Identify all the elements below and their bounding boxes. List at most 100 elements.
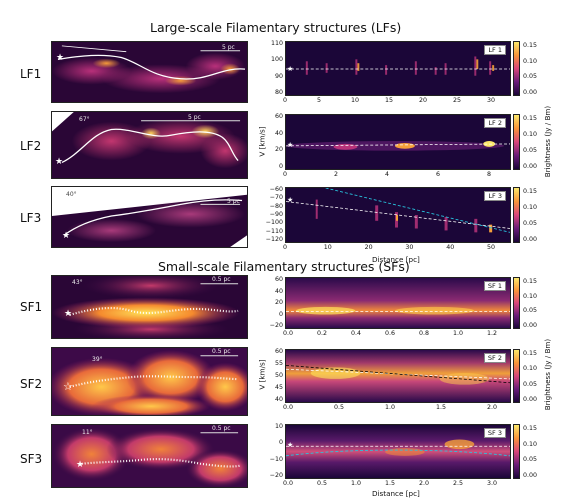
pv-diagram-lf3: ★ LF 3 <box>285 187 511 243</box>
colorbar-lf1 <box>513 41 520 96</box>
section-title-small: Small-scale Filamentary structures (SFs) <box>158 259 410 274</box>
colorbar-tick-label: 0.00 <box>523 472 538 479</box>
map-lf2: ★ 5 pc 67° <box>51 111 248 179</box>
ylabel-small: V [km/s] <box>257 359 267 390</box>
x-tick-label: 0 <box>283 244 288 251</box>
colorbar-tick-label: 0.05 <box>523 380 538 388</box>
xlabel-large: Distance [pc] <box>372 255 420 264</box>
colorbar-tick-label: 0.00 <box>523 163 538 170</box>
y-tick-label: 60 <box>274 276 283 283</box>
map-lf1: ★ 5 pc <box>51 41 248 103</box>
colorbar-tick-label: 0.00 <box>523 322 538 329</box>
x-tick-label: 0 <box>283 171 288 178</box>
y-tick-label: −60 <box>269 186 283 193</box>
x-tick-label: 2.0 <box>419 480 430 487</box>
row-label-sf2: SF2 <box>20 377 43 391</box>
row-label-lf2: LF2 <box>20 139 42 153</box>
angle-label-sf1: 43° <box>72 279 83 286</box>
angle-label-sf2: 39° <box>92 356 103 363</box>
x-tick-label: 8 <box>487 171 492 178</box>
colorbar-tick-label: 0.10 <box>523 292 538 300</box>
x-tick-label: 1.0 <box>453 330 464 337</box>
x-tick-label: 20 <box>419 97 428 104</box>
y-tick-label: −110 <box>265 227 283 235</box>
colorbar-tick-label: 0.10 <box>523 131 538 138</box>
x-tick-label: 0.4 <box>351 330 362 337</box>
map-sf3: ★ 0.5 pc 11° <box>51 424 248 488</box>
colorbar-tick-label: 0.15 <box>523 188 538 195</box>
pv-diagram-sf1: SF 1 <box>285 277 511 329</box>
colorbar-tick-label: 0.15 <box>523 350 538 357</box>
start-star-icon: ★ <box>62 231 71 241</box>
x-tick-label: 0.0 <box>283 404 294 411</box>
colorbar-tick-label: 0.05 <box>523 220 538 227</box>
x-tick-label: 1.5 <box>436 404 447 411</box>
colorbar-tick-label: 0.05 <box>523 307 538 315</box>
x-tick-label: 1.2 <box>487 330 498 337</box>
y-tick-label: −10 <box>269 455 283 463</box>
y-tick-label: −70 <box>269 194 283 202</box>
x-tick-label: 0.5 <box>317 480 328 487</box>
colorbar-tick-label: 0.00 <box>523 89 538 96</box>
angle-label-lf3: 40° <box>66 191 77 198</box>
panel-tag-sf2: SF 2 <box>483 353 506 363</box>
y-tick-label: 20 <box>274 146 283 154</box>
xlabel-small: Distance [pc] <box>372 489 420 498</box>
y-tick-label: 90 <box>274 72 283 80</box>
panel-tag-lf3: LF 3 <box>484 191 506 201</box>
colorbar-tick-label: 0.15 <box>523 278 538 285</box>
colorbar-tick-label: 0.05 <box>523 456 538 464</box>
angle-label-sf3: 11° <box>82 429 93 436</box>
x-tick-label: 2.5 <box>453 480 464 487</box>
x-tick-label: 30 <box>487 97 496 104</box>
x-tick-label: 50 <box>487 244 496 251</box>
panel-tag-lf2: LF 2 <box>484 118 506 128</box>
panel-tag-sf1: SF 1 <box>483 281 506 291</box>
y-tick-label: −80 <box>269 202 283 210</box>
colorbar-tick-label: 0.15 <box>523 425 538 432</box>
x-tick-label: 2 <box>334 171 339 178</box>
colorbar-tick-label: 0.15 <box>523 42 538 49</box>
y-tick-label: 40 <box>274 396 283 403</box>
scale-label-lf2: 5 pc <box>188 114 201 121</box>
colorbar-sf1 <box>513 277 520 329</box>
y-tick-label: 60 <box>274 113 283 120</box>
start-star-icon: ★ <box>56 53 65 63</box>
colorbar-tick-label: 0.05 <box>523 73 538 81</box>
row-label-sf3: SF3 <box>20 452 43 466</box>
y-tick-label: 50 <box>274 372 283 379</box>
x-tick-label: 25 <box>453 97 462 104</box>
pv-diagram-sf2: SF 2 <box>285 349 511 403</box>
colorbar-sf2 <box>513 349 520 403</box>
y-tick-label: 10 <box>274 423 283 430</box>
x-tick-label: 2.0 <box>487 404 498 411</box>
panel-tag-lf1: LF 1 <box>484 45 506 55</box>
y-tick-label: −20 <box>269 322 283 329</box>
x-tick-label: 0.6 <box>385 330 396 337</box>
scale-label-sf2: 0.5 pc <box>212 348 231 355</box>
scale-label-sf3: 0.5 pc <box>212 425 231 432</box>
row-label-sf1: SF1 <box>20 300 43 314</box>
x-tick-label: 1.5 <box>385 480 396 487</box>
y-tick-label: 0 <box>278 163 283 170</box>
colorbar-label-large: Brightness (Jy / Bm) <box>543 105 553 178</box>
colorbar-tick-label: 0.15 <box>523 115 538 122</box>
y-tick-label: −90 <box>269 211 283 218</box>
x-tick-label: 10 <box>323 244 332 251</box>
colorbar-tick-label: 0.00 <box>523 396 538 403</box>
x-tick-label: 40 <box>446 244 455 251</box>
row-label-lf3: LF3 <box>20 211 42 225</box>
row-label-lf1: LF1 <box>20 67 42 81</box>
y-tick-label: 45 <box>274 384 283 391</box>
y-tick-label: 20 <box>274 299 283 306</box>
x-tick-label: 0.2 <box>317 330 328 337</box>
start-star-icon: ★ <box>287 196 294 204</box>
ylabel-large: V [km/s] <box>257 126 267 157</box>
y-tick-label: 80 <box>274 89 283 96</box>
colorbar-tick-label: 0.10 <box>523 57 538 65</box>
y-tick-label: 60 <box>274 348 283 355</box>
x-tick-label: 15 <box>385 97 394 104</box>
colorbar-lf2 <box>513 114 520 170</box>
x-tick-label: 20 <box>364 244 373 251</box>
y-tick-label: 40 <box>274 129 283 137</box>
